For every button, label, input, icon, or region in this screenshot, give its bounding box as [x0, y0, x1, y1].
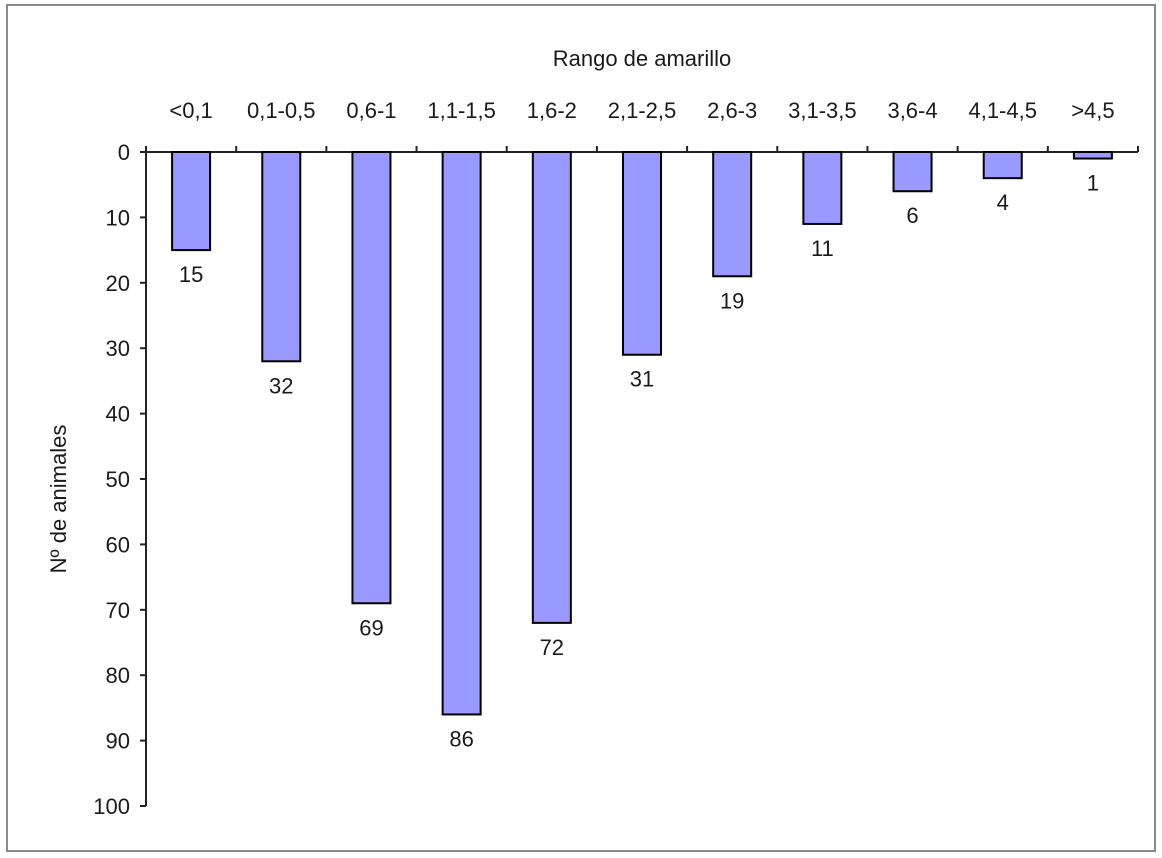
- data-label: 69: [359, 615, 383, 640]
- x-tick-label: 4,1-4,5: [968, 98, 1037, 123]
- bar: [1072, 151, 1113, 160]
- data-label: 4: [997, 190, 1009, 215]
- y-tick-label: 90: [106, 729, 130, 754]
- data-label: 15: [179, 262, 203, 287]
- x-tick-label: >4,5: [1071, 98, 1114, 123]
- y-tick-label: 10: [106, 205, 130, 230]
- bar: [982, 151, 1023, 180]
- data-label: 72: [540, 635, 564, 660]
- y-tick-label: 60: [106, 532, 130, 557]
- bar: [712, 151, 753, 278]
- x-tick-label: 3,1-3,5: [788, 98, 857, 123]
- bar: [351, 151, 392, 605]
- y-tick-label: 50: [106, 467, 130, 492]
- x-tick-label: 1,6-2: [527, 98, 577, 123]
- data-label: 11: [811, 236, 834, 261]
- chart-frame: [6, 4, 1156, 852]
- bar: [622, 151, 662, 356]
- y-tick-label: 80: [106, 663, 130, 688]
- x-axis-title: Rango de amarillo: [553, 46, 732, 71]
- y-tick-label: 30: [106, 336, 130, 361]
- x-tick-label: 0,6-1: [346, 98, 396, 123]
- data-label: 86: [449, 726, 473, 751]
- bar: [531, 151, 572, 624]
- data-label: 6: [906, 203, 918, 228]
- y-tick-label: 40: [106, 402, 130, 427]
- bar: [261, 151, 302, 363]
- x-tick-label: 2,1-2,5: [608, 98, 677, 123]
- y-tick-label: 100: [93, 794, 130, 819]
- data-label: 19: [720, 288, 744, 313]
- data-label: 31: [630, 367, 654, 392]
- bar: [441, 151, 482, 716]
- x-tick-label: 1,1-1,5: [427, 98, 496, 123]
- x-tick-label: <0,1: [169, 98, 212, 123]
- y-tick-label: 20: [106, 271, 130, 296]
- plot-area: 0 10 20 30 40 50 60 70 80 90 100 <0,1 15 0,1-0,5 32 0,6…: [46, 46, 1139, 819]
- data-label: 1: [1087, 171, 1099, 196]
- bar: [171, 151, 212, 252]
- y-tick-label: 0: [118, 140, 130, 165]
- data-label: 32: [269, 373, 293, 398]
- x-tick-label: 2,6-3: [707, 98, 757, 123]
- x-tick-label: 0,1-0,5: [247, 98, 316, 123]
- bar: [802, 151, 843, 225]
- bar: [892, 151, 933, 193]
- y-axis-title: Nº de animales: [46, 425, 71, 574]
- y-tick-label: 70: [106, 598, 130, 623]
- x-tick-label: 3,6-4: [887, 98, 937, 123]
